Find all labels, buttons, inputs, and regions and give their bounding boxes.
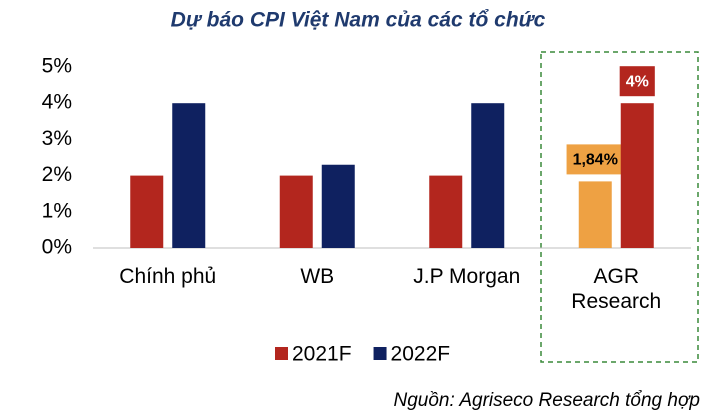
bar xyxy=(578,181,612,248)
legend-swatch xyxy=(275,347,288,360)
legend-swatch xyxy=(373,347,387,360)
bar xyxy=(429,175,463,248)
x-tick-label: J.P Morgan xyxy=(413,265,521,288)
source-note: Nguồn: Agriseco Research tổng hợp xyxy=(393,390,700,411)
value-label-box xyxy=(566,144,624,175)
value-label: 1,84% xyxy=(573,152,618,169)
highlight-box xyxy=(540,51,699,363)
bar xyxy=(620,103,654,248)
y-tick-label: 3% xyxy=(42,127,72,150)
y-tick-label: 0% xyxy=(42,236,72,259)
chart-title: Dự báo CPI Việt Nam của các tổ chức xyxy=(171,9,546,32)
y-tick-label: 5% xyxy=(42,55,72,78)
y-tick-label: 2% xyxy=(42,163,72,186)
value-label: 4% xyxy=(626,73,649,90)
bar xyxy=(471,103,505,248)
legend-label: 2021F xyxy=(292,343,352,366)
x-tick-label: WB xyxy=(300,265,335,288)
bar xyxy=(130,175,164,248)
bar xyxy=(172,103,206,248)
y-tick-label: 4% xyxy=(42,91,72,114)
legend-label: 2022F xyxy=(391,343,451,366)
bar xyxy=(321,164,355,248)
x-tick-label: Chính phủ xyxy=(119,265,217,288)
value-label-box xyxy=(619,66,655,97)
x-tick-label: AGR Research xyxy=(571,265,662,313)
bar xyxy=(279,175,313,248)
y-tick-label: 1% xyxy=(42,199,72,222)
